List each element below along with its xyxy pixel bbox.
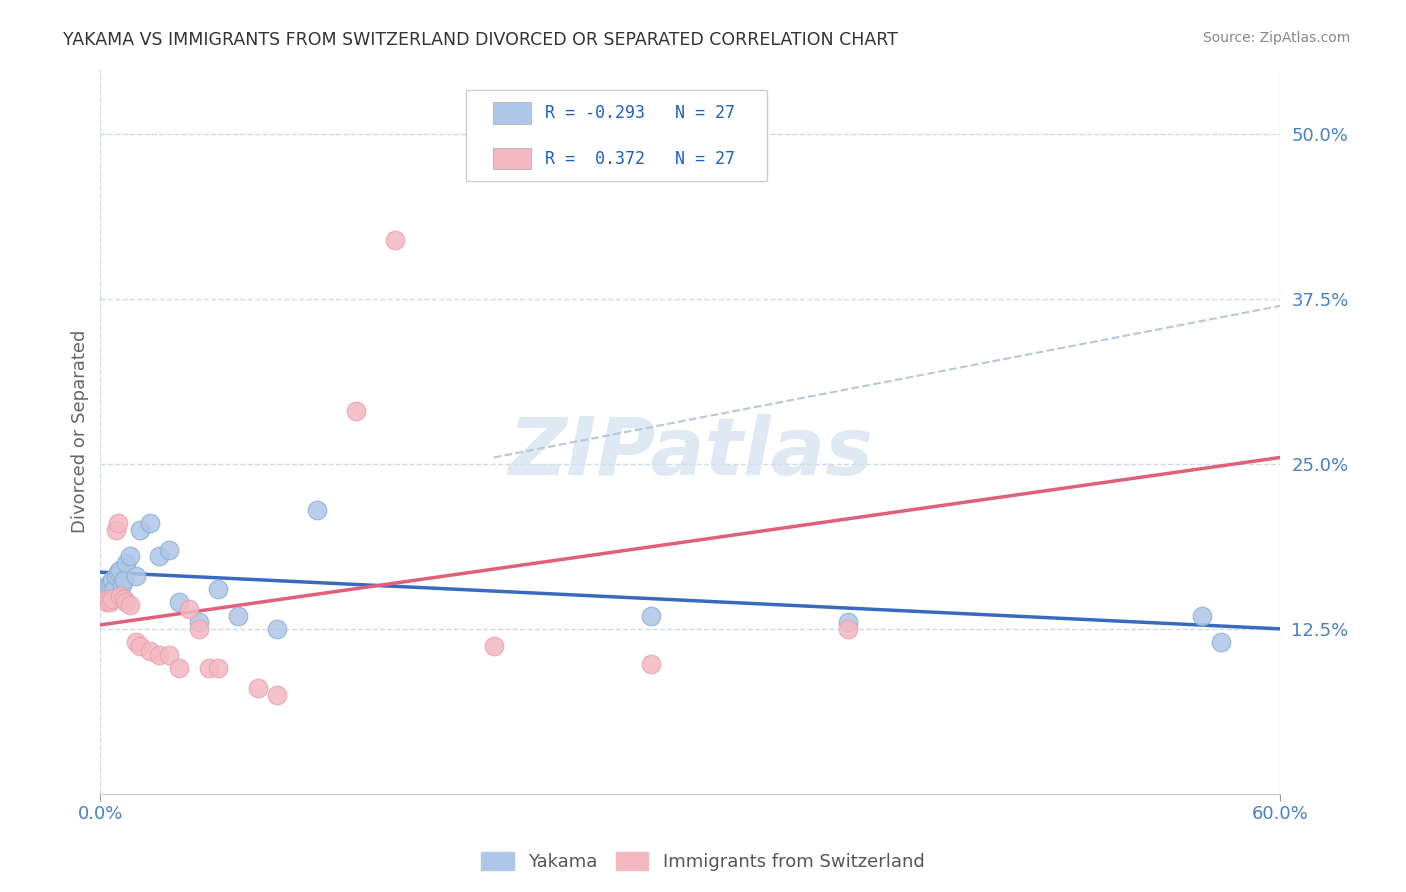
Point: [167, 661, 190, 675]
Point: [187, 622, 209, 636]
Point: [148, 549, 170, 564]
Point: [97, 578, 120, 592]
Point: [107, 565, 129, 579]
Point: [101, 573, 124, 587]
Point: [482, 639, 505, 653]
Point: [837, 622, 859, 636]
Point: [177, 602, 200, 616]
Point: [107, 516, 129, 531]
Point: [112, 573, 135, 587]
Point: [118, 549, 141, 564]
Point: [640, 608, 662, 623]
Point: [157, 542, 180, 557]
Point: [96, 582, 118, 597]
Point: [115, 595, 138, 609]
Point: [1191, 608, 1213, 623]
Y-axis label: Divorced or Separated: Divorced or Separated: [72, 329, 89, 533]
Point: [305, 503, 328, 517]
Text: R = -0.293   N = 27: R = -0.293 N = 27: [546, 103, 735, 121]
Point: [837, 615, 859, 630]
Text: R =  0.372   N = 27: R = 0.372 N = 27: [546, 150, 735, 168]
Point: [197, 661, 219, 675]
Point: [103, 582, 125, 597]
Point: [118, 598, 141, 612]
Point: [105, 523, 128, 537]
Point: [266, 622, 288, 636]
Point: [97, 591, 120, 606]
Point: [138, 516, 160, 531]
Point: [138, 644, 160, 658]
Point: [384, 233, 406, 247]
Point: [115, 556, 138, 570]
Point: [266, 688, 288, 702]
Point: [207, 582, 229, 597]
Point: [128, 639, 150, 653]
Point: [112, 591, 135, 606]
Point: [246, 681, 269, 696]
Point: [105, 569, 128, 583]
Point: [108, 562, 131, 576]
Point: [108, 589, 131, 603]
Point: [98, 595, 121, 609]
Point: [111, 578, 134, 592]
Point: [125, 569, 148, 583]
Point: [128, 523, 150, 537]
Text: ZIPatlas: ZIPatlas: [508, 414, 873, 491]
Point: [1211, 635, 1233, 649]
Point: [226, 608, 249, 623]
Bar: [494, 148, 531, 169]
Point: [167, 595, 190, 609]
Point: [101, 591, 124, 606]
Bar: [494, 102, 531, 123]
Point: [187, 615, 209, 630]
Point: [96, 595, 118, 609]
Point: [640, 657, 662, 672]
Point: [148, 648, 170, 663]
Point: [207, 661, 229, 675]
Text: Source: ZipAtlas.com: Source: ZipAtlas.com: [1202, 31, 1350, 45]
Point: [344, 404, 367, 418]
FancyBboxPatch shape: [467, 90, 768, 181]
Text: YAKAMA VS IMMIGRANTS FROM SWITZERLAND DIVORCED OR SEPARATED CORRELATION CHART: YAKAMA VS IMMIGRANTS FROM SWITZERLAND DI…: [63, 31, 898, 49]
Point: [98, 575, 121, 590]
Legend: Yakama, Immigrants from Switzerland: Yakama, Immigrants from Switzerland: [474, 845, 932, 879]
Point: [125, 635, 148, 649]
Point: [157, 648, 180, 663]
